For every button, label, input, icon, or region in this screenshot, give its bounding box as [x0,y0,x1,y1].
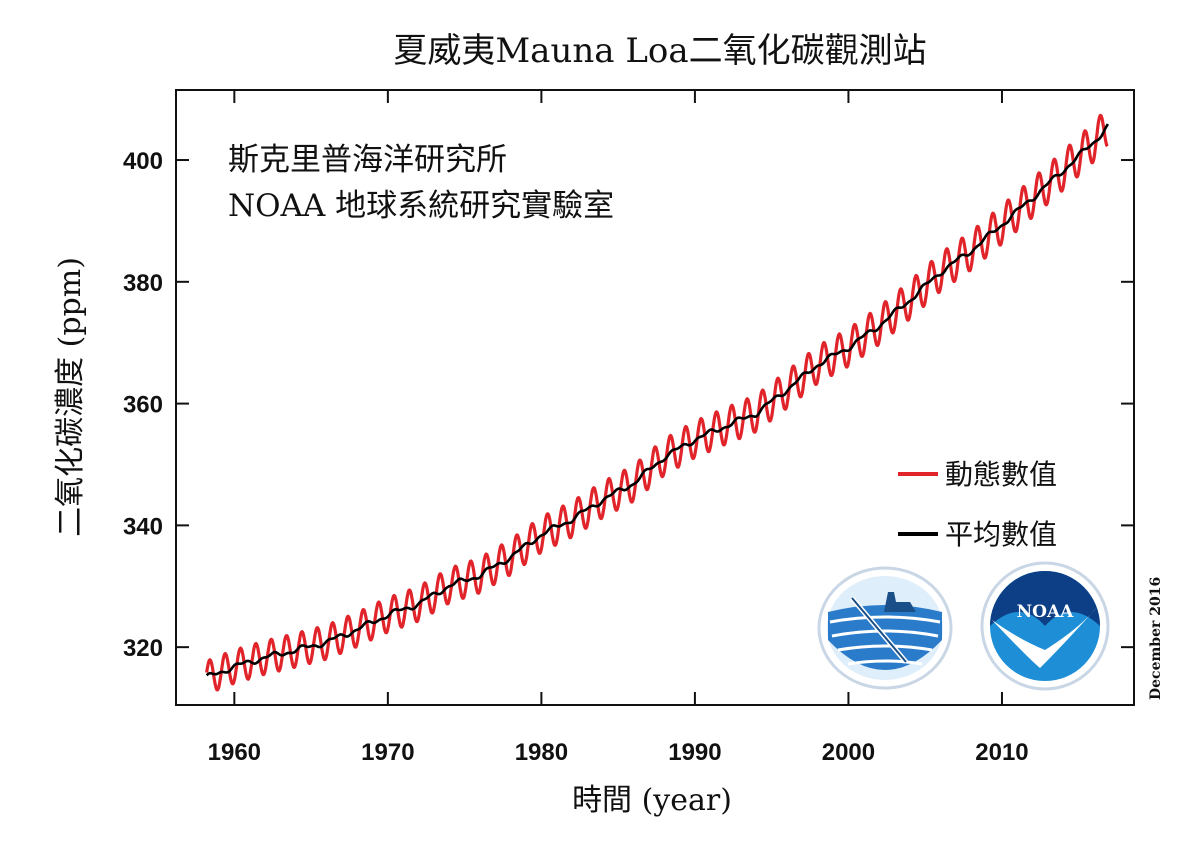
chart-title: 夏威夷Mauna Loa二氧化碳觀測站 [393,31,926,71]
x-tick-label: 1980 [515,739,568,766]
series-line-average [205,123,1110,677]
legend-label-average: 平均數值 [945,518,1057,551]
y-axis-label: 二氧化碳濃度 (ppm) [53,257,88,537]
legend-label-dynamic: 動態數值 [945,458,1057,491]
annotation-line-2: NOAA 地球系統研究實驗室 [228,188,614,224]
legend: 動態數值 平均數值 [898,458,1057,551]
x-tick-label: 2010 [975,739,1028,766]
x-tick-label: 1990 [668,739,721,766]
plot-frame [175,89,1135,706]
x-tick-label: 1960 [208,739,261,766]
y-tick-label: 340 [123,513,163,540]
date-note: December 2016 [1148,577,1164,700]
y-tick-label: 400 [123,148,163,175]
noaa-logo-text: NOAA [1017,602,1075,622]
x-axis-label: 時間 (year) [572,783,732,818]
y-tick-label: 360 [123,392,163,419]
y-axis-ticks: 320 340 360 380 400 [123,148,1134,662]
y-tick-label: 380 [123,270,163,297]
x-axis-ticks: 1960 1970 1980 1990 2000 2010 [208,90,1029,766]
series-line-dynamic [205,113,1109,692]
noaa-bird-logo: NOAA [980,561,1110,691]
annotation-line-1: 斯克里普海洋研究所 [228,142,507,178]
noaa-ocean-logo [817,566,953,690]
x-tick-label: 2000 [822,739,875,766]
x-tick-label: 1970 [361,739,414,766]
y-tick-label: 320 [123,635,163,662]
